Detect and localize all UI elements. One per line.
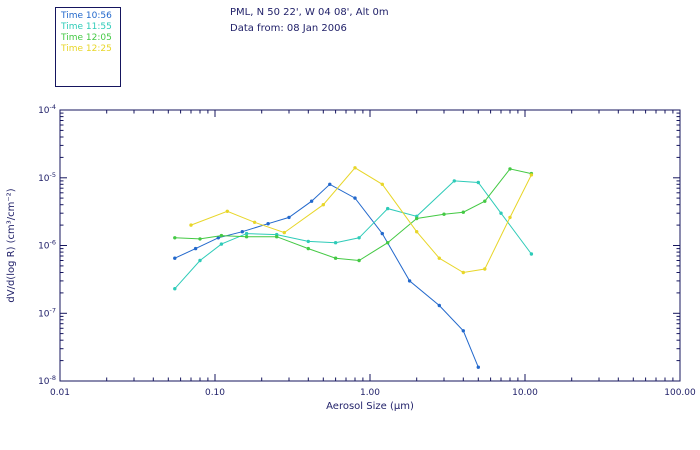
- header-date: Data from: 08 Jan 2006: [230, 23, 347, 34]
- series-point-time-12-05: [198, 237, 202, 241]
- series-point-time-12-05: [386, 241, 390, 245]
- y-tick-label: 10-7: [38, 306, 56, 319]
- series-point-time-10-56: [328, 182, 332, 186]
- series-point-time-10-56: [461, 329, 465, 333]
- series-line-time-10-56: [174, 183, 479, 368]
- series-point-time-10-56: [287, 215, 291, 220]
- series-point-time-11-55: [452, 179, 456, 183]
- series-line-time-12-25: [190, 167, 532, 274]
- y-tick-label: 10-8: [38, 374, 56, 387]
- series-point-time-12-25: [282, 230, 286, 235]
- series-point-time-11-55: [306, 239, 310, 244]
- series-point-time-11-55: [357, 236, 361, 240]
- series-point-time-12-05: [415, 216, 419, 221]
- series-point-time-12-05: [357, 258, 361, 263]
- series-point-time-12-25: [380, 182, 384, 186]
- series-point-time-11-55: [386, 206, 390, 211]
- series-point-time-12-05: [483, 199, 487, 203]
- series-point-time-12-05: [333, 256, 338, 260]
- series-point-time-10-56: [193, 246, 198, 251]
- series-point-time-12-25: [483, 267, 487, 271]
- plot-header: PML, N 50 22', W 04 08', Alt 0m Data fro…: [230, 5, 389, 37]
- series-point-time-10-56: [353, 196, 357, 200]
- series-point-time-11-55: [198, 258, 202, 263]
- series-point-time-12-05: [461, 210, 465, 214]
- x-tick-label: 0.01: [50, 388, 70, 398]
- series-point-time-12-05: [219, 233, 224, 238]
- legend-item-time-1155: Time 11:55: [61, 22, 112, 32]
- header-location: PML, N 50 22', W 04 08', Alt 0m: [230, 7, 389, 18]
- series-point-time-12-25: [353, 166, 357, 170]
- series-point-time-12-25: [508, 215, 512, 220]
- plot-frame: [59, 109, 681, 382]
- series-point-time-10-56: [266, 222, 270, 226]
- series-point-time-12-05: [173, 236, 177, 240]
- series-point-time-11-55: [529, 252, 534, 256]
- series-point-time-10-56: [173, 256, 177, 260]
- series-point-time-12-05: [508, 167, 512, 171]
- x-tick-label: 100.00: [664, 388, 696, 398]
- series-point-time-10-56: [437, 303, 441, 308]
- series-point-time-11-55: [173, 287, 177, 291]
- series-point-time-11-55: [244, 231, 249, 236]
- series-point-time-12-25: [437, 256, 441, 260]
- series-point-time-12-25: [225, 209, 229, 213]
- y-tick-label: 10-4: [38, 103, 56, 116]
- y-tick-label: 10-5: [38, 171, 56, 184]
- series-point-time-12-25: [321, 203, 325, 207]
- series-point-time-12-05: [275, 235, 279, 239]
- series-point-time-10-56: [240, 230, 244, 234]
- y-axis-label: dV/d(log R) (cm³/cm⁻²): [6, 188, 17, 302]
- x-axis-label: Aerosol Size (μm): [326, 401, 414, 412]
- series-point-time-12-25: [189, 223, 193, 227]
- series-point-time-11-55: [499, 211, 503, 215]
- series-point-time-10-56: [216, 236, 220, 240]
- series-line-time-11-55: [174, 180, 532, 290]
- series-point-time-12-05: [244, 235, 249, 239]
- legend-item-time-1205: Time 12:05: [61, 33, 112, 43]
- x-tick-label: 1.00: [360, 388, 380, 398]
- series-point-time-12-25: [252, 220, 257, 224]
- y-tick-label: 10-6: [38, 239, 56, 252]
- x-tick-label: 0.10: [205, 388, 225, 398]
- series-point-time-12-25: [415, 230, 419, 234]
- series-point-time-10-56: [380, 231, 384, 236]
- x-tick-label: 10.00: [512, 388, 538, 398]
- legend-item-time-1056: Time 10:56: [61, 11, 112, 21]
- series-point-time-12-05: [306, 246, 310, 251]
- series-point-time-12-05: [442, 212, 446, 216]
- series-point-time-11-55: [476, 180, 480, 185]
- series-point-time-11-55: [333, 241, 338, 245]
- series-point-time-12-25: [529, 173, 534, 177]
- series-point-time-10-56: [407, 279, 412, 283]
- series-point-time-11-55: [219, 242, 224, 246]
- series-point-time-10-56: [476, 365, 480, 369]
- legend-item-time-1225: Time 12:25: [61, 44, 112, 54]
- legend: Time 10:56 Time 11:55 Time 12:05 Time 12…: [55, 7, 121, 87]
- series-point-time-12-25: [461, 270, 465, 275]
- series-point-time-10-56: [309, 199, 314, 203]
